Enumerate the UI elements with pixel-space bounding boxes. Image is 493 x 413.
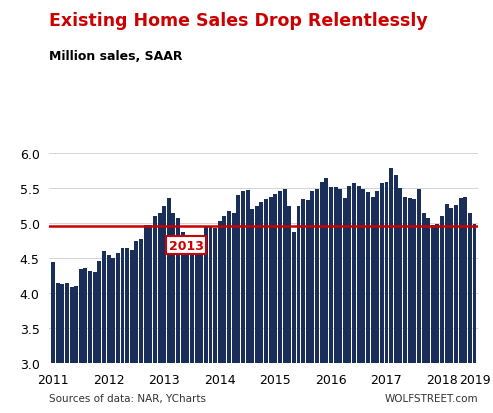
- Bar: [222, 217, 226, 413]
- Bar: [348, 187, 352, 413]
- Bar: [93, 272, 97, 413]
- Bar: [352, 184, 356, 413]
- Bar: [218, 221, 222, 413]
- Bar: [227, 211, 231, 413]
- Bar: [287, 206, 291, 413]
- Bar: [106, 255, 110, 413]
- Bar: [70, 287, 73, 413]
- Bar: [185, 246, 189, 413]
- Bar: [445, 205, 449, 413]
- Bar: [139, 240, 143, 413]
- Bar: [343, 199, 347, 413]
- Bar: [97, 261, 101, 413]
- Bar: [79, 270, 83, 413]
- Bar: [435, 224, 439, 413]
- Bar: [371, 197, 375, 413]
- Bar: [246, 190, 249, 413]
- Bar: [450, 208, 454, 413]
- Text: Existing Home Sales Drop Relentlessly: Existing Home Sales Drop Relentlessly: [49, 12, 428, 30]
- Bar: [412, 200, 416, 413]
- Bar: [296, 206, 300, 413]
- Bar: [408, 199, 412, 413]
- Bar: [273, 194, 277, 413]
- Bar: [60, 285, 64, 413]
- Bar: [241, 192, 245, 413]
- Bar: [440, 217, 444, 413]
- Bar: [162, 206, 166, 413]
- Bar: [130, 250, 134, 413]
- Bar: [143, 226, 147, 413]
- Bar: [338, 190, 342, 413]
- Bar: [398, 189, 402, 413]
- Bar: [213, 228, 217, 413]
- Bar: [209, 228, 212, 413]
- Bar: [361, 190, 365, 413]
- Bar: [385, 183, 388, 413]
- Text: Sources of data: NAR, YCharts: Sources of data: NAR, YCharts: [49, 393, 206, 403]
- Bar: [250, 210, 254, 413]
- Bar: [51, 263, 55, 413]
- Bar: [65, 283, 69, 413]
- Text: WOLFSTREET.com: WOLFSTREET.com: [385, 393, 478, 403]
- Bar: [311, 192, 315, 413]
- Bar: [282, 190, 286, 413]
- Text: Million sales, SAAR: Million sales, SAAR: [49, 50, 183, 62]
- Bar: [301, 199, 305, 413]
- Bar: [458, 199, 462, 413]
- Bar: [172, 214, 176, 413]
- Bar: [315, 190, 319, 413]
- Bar: [236, 196, 240, 413]
- Bar: [375, 192, 379, 413]
- Bar: [366, 193, 370, 413]
- Bar: [116, 253, 120, 413]
- Bar: [120, 249, 124, 413]
- Bar: [472, 224, 476, 413]
- Bar: [403, 197, 407, 413]
- Bar: [454, 206, 458, 413]
- Bar: [176, 218, 180, 413]
- Bar: [329, 188, 333, 413]
- Bar: [357, 187, 361, 413]
- Bar: [167, 199, 171, 413]
- Bar: [431, 226, 435, 413]
- Bar: [426, 219, 430, 413]
- Bar: [190, 247, 194, 413]
- Bar: [232, 214, 236, 413]
- Bar: [125, 249, 129, 413]
- Bar: [148, 226, 152, 413]
- Bar: [255, 206, 259, 413]
- Bar: [463, 197, 467, 413]
- Bar: [334, 188, 338, 413]
- Bar: [153, 217, 157, 413]
- Bar: [88, 271, 92, 413]
- Bar: [204, 228, 208, 413]
- Bar: [306, 201, 310, 413]
- Bar: [111, 258, 115, 413]
- Bar: [158, 214, 162, 413]
- Bar: [380, 184, 384, 413]
- Bar: [74, 286, 78, 413]
- Bar: [324, 179, 328, 413]
- Bar: [319, 183, 323, 413]
- Bar: [292, 232, 296, 413]
- Bar: [389, 169, 393, 413]
- Bar: [135, 241, 139, 413]
- Bar: [199, 246, 203, 413]
- Bar: [259, 203, 263, 413]
- Bar: [394, 176, 398, 413]
- Bar: [56, 284, 60, 413]
- Bar: [468, 213, 472, 413]
- Bar: [102, 251, 106, 413]
- Bar: [422, 213, 425, 413]
- Bar: [278, 192, 282, 413]
- Bar: [181, 232, 185, 413]
- Bar: [269, 197, 273, 413]
- Text: 2013: 2013: [169, 239, 204, 252]
- Bar: [83, 268, 87, 413]
- Bar: [264, 200, 268, 413]
- Bar: [195, 242, 199, 413]
- Bar: [417, 190, 421, 413]
